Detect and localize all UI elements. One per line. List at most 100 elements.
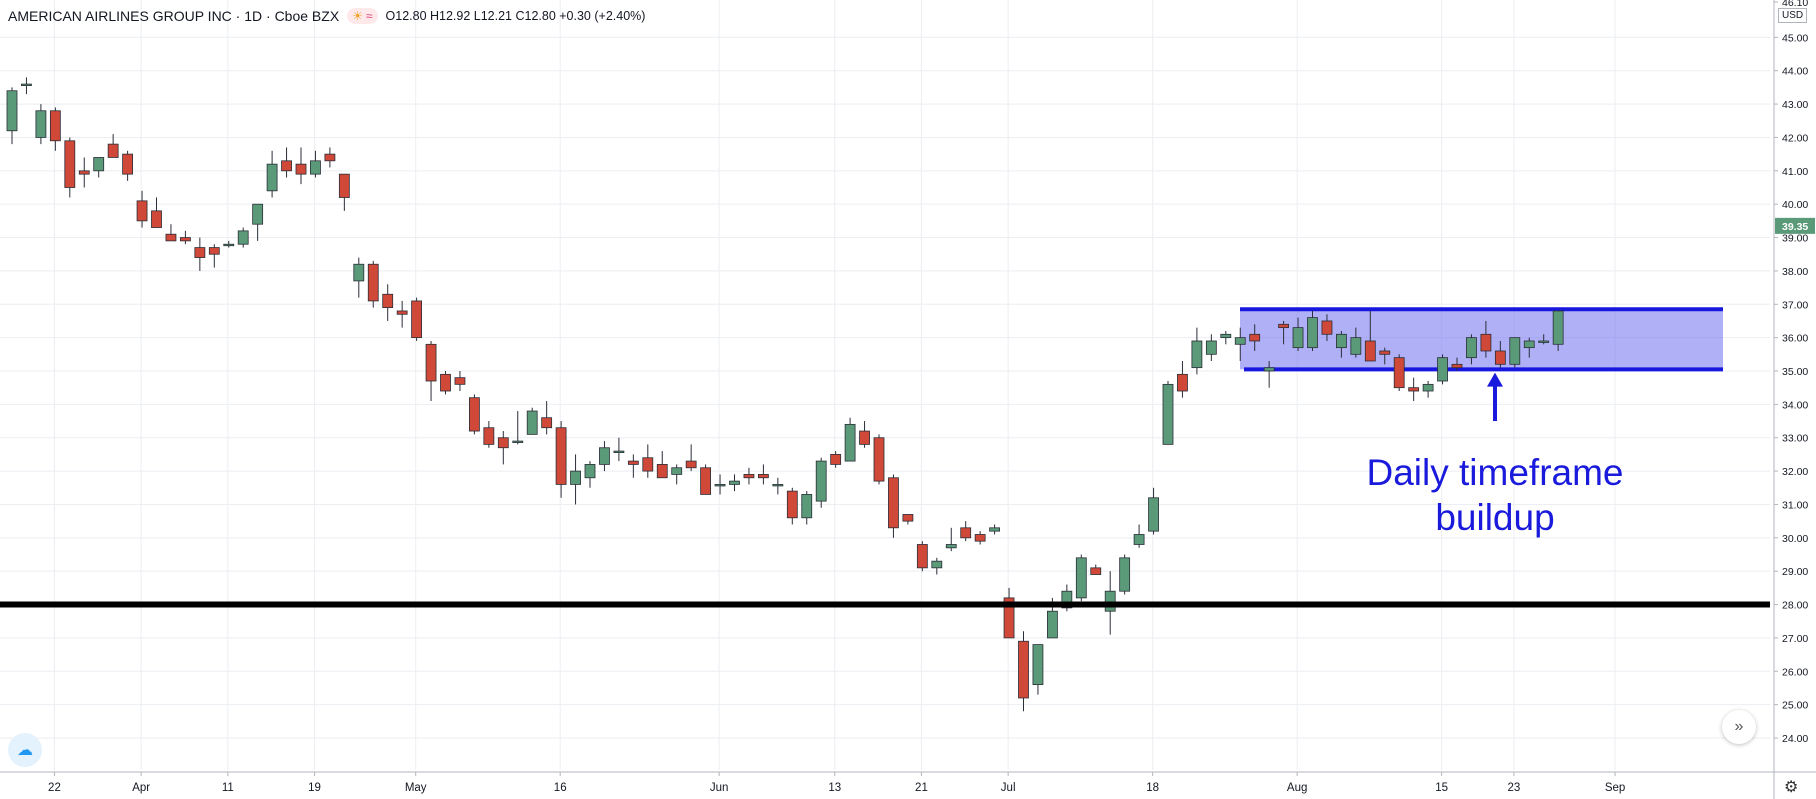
price-tick-label: 46.10	[1782, 0, 1808, 9]
candle-body	[454, 377, 466, 385]
candle-body	[743, 474, 755, 479]
candle-body	[165, 233, 177, 242]
candle-body	[729, 480, 740, 485]
candle-body	[223, 243, 235, 247]
time-tick-label: 19	[308, 782, 321, 794]
price-tick-label: 37.00	[1782, 299, 1808, 311]
price-tick-label: 36.00	[1782, 333, 1808, 345]
candle-body	[888, 477, 899, 529]
candle-body	[902, 514, 914, 522]
time-tick-label: May	[405, 782, 427, 794]
currency-label[interactable]: USD	[1778, 8, 1808, 23]
candle-body	[1422, 383, 1434, 392]
candle-body	[1090, 567, 1102, 575]
candle-body	[1177, 373, 1188, 392]
candle-body	[1249, 333, 1261, 342]
candle-body	[1437, 357, 1448, 382]
candle-body	[1393, 357, 1405, 389]
candle-body	[1509, 337, 1521, 365]
candle-body	[1538, 340, 1550, 343]
price-badge-bg	[1775, 217, 1815, 234]
ohlc-values: O12.80 H12.92 L12.21 C12.80 +0.30 (+2.40…	[385, 9, 646, 23]
price-tick-label: 41.00	[1782, 166, 1808, 178]
candle-body	[1018, 640, 1029, 699]
candle-body	[1278, 323, 1289, 329]
candle-body	[338, 173, 350, 198]
candle-body	[194, 247, 206, 258]
candle-body	[1220, 333, 1232, 339]
candle-body	[468, 397, 480, 432]
candle-body	[714, 484, 726, 487]
candle-body	[1336, 333, 1347, 349]
candle-body	[1032, 644, 1044, 686]
candle-body	[136, 200, 148, 222]
candle-body	[1466, 337, 1477, 359]
candle-body	[252, 203, 264, 225]
candle-body	[599, 447, 610, 465]
candle-body	[1552, 310, 1564, 345]
price-tick-label: 33.00	[1782, 433, 1808, 445]
candle-body	[541, 417, 553, 429]
price-tick-label: 42.00	[1782, 132, 1808, 144]
candle-body	[1133, 534, 1145, 545]
candle-body	[78, 170, 90, 175]
candle-body	[425, 343, 437, 382]
candle-body	[367, 263, 379, 302]
candle-body	[1148, 497, 1159, 532]
candle-body	[685, 460, 697, 469]
candle-body	[1119, 557, 1131, 592]
time-tick-label: Apr	[132, 782, 150, 794]
price-badge-label: 39.35	[1782, 221, 1808, 233]
candle-body	[1075, 557, 1087, 599]
candle-body	[1292, 327, 1304, 349]
price-tick-label: 40.00	[1782, 199, 1808, 211]
candle-body	[570, 470, 581, 485]
candle-body	[656, 464, 668, 479]
candle-body	[960, 527, 972, 539]
scroll-to-realtime-button[interactable]: »	[1722, 710, 1756, 744]
candle-body	[613, 450, 625, 453]
candle-body	[353, 263, 365, 282]
price-tick-label: 24.00	[1782, 733, 1808, 745]
time-tick-label: 22	[48, 782, 61, 794]
price-tick-label: 43.00	[1782, 99, 1808, 111]
price-tick-label: 29.00	[1782, 566, 1808, 578]
annotation-line-2: buildup	[1435, 497, 1554, 538]
candle-body	[700, 467, 711, 495]
price-tick-label: 35.00	[1782, 366, 1808, 378]
price-tick-label: 27.00	[1782, 633, 1808, 645]
candle-body	[382, 293, 394, 309]
time-tick-label: 15	[1435, 782, 1448, 794]
candle-body	[512, 440, 524, 443]
candle-body	[1003, 597, 1015, 639]
candle-body	[989, 527, 1000, 532]
candle-body	[873, 437, 885, 482]
time-tick-label: Sep	[1605, 782, 1625, 794]
candle-body	[122, 153, 133, 175]
gear-icon[interactable]: ⚙	[1784, 779, 1799, 796]
time-tick-label: 16	[554, 782, 567, 794]
candle-body	[1451, 363, 1463, 369]
status-badge[interactable]: ☀ ≈	[347, 8, 378, 24]
candle-body	[208, 247, 220, 255]
candle-body	[1307, 317, 1318, 349]
candle-body	[1263, 367, 1275, 372]
price-tick-label: 30.00	[1782, 533, 1808, 545]
price-tick-label: 39.00	[1782, 233, 1808, 245]
annotation-line-1: Daily timeframe	[1367, 452, 1624, 493]
price-tick-label: 31.00	[1782, 499, 1808, 511]
time-tick-label: 23	[1508, 782, 1521, 794]
tradingview-logo-icon[interactable]: ☁	[8, 733, 42, 767]
time-tick-label: Jul	[1001, 782, 1016, 794]
candle-body	[1350, 337, 1362, 355]
candle-body	[945, 544, 957, 549]
candle-body	[396, 310, 408, 315]
price-tick-label: 26.00	[1782, 666, 1808, 678]
candles	[6, 77, 1564, 712]
symbol-title[interactable]: AMERICAN AIRLINES GROUP INC · 1D · Cboe …	[8, 8, 340, 24]
annotation-arrow-head	[1487, 372, 1503, 387]
candle-body	[801, 494, 813, 519]
price-tick-label: 28.00	[1782, 600, 1808, 612]
